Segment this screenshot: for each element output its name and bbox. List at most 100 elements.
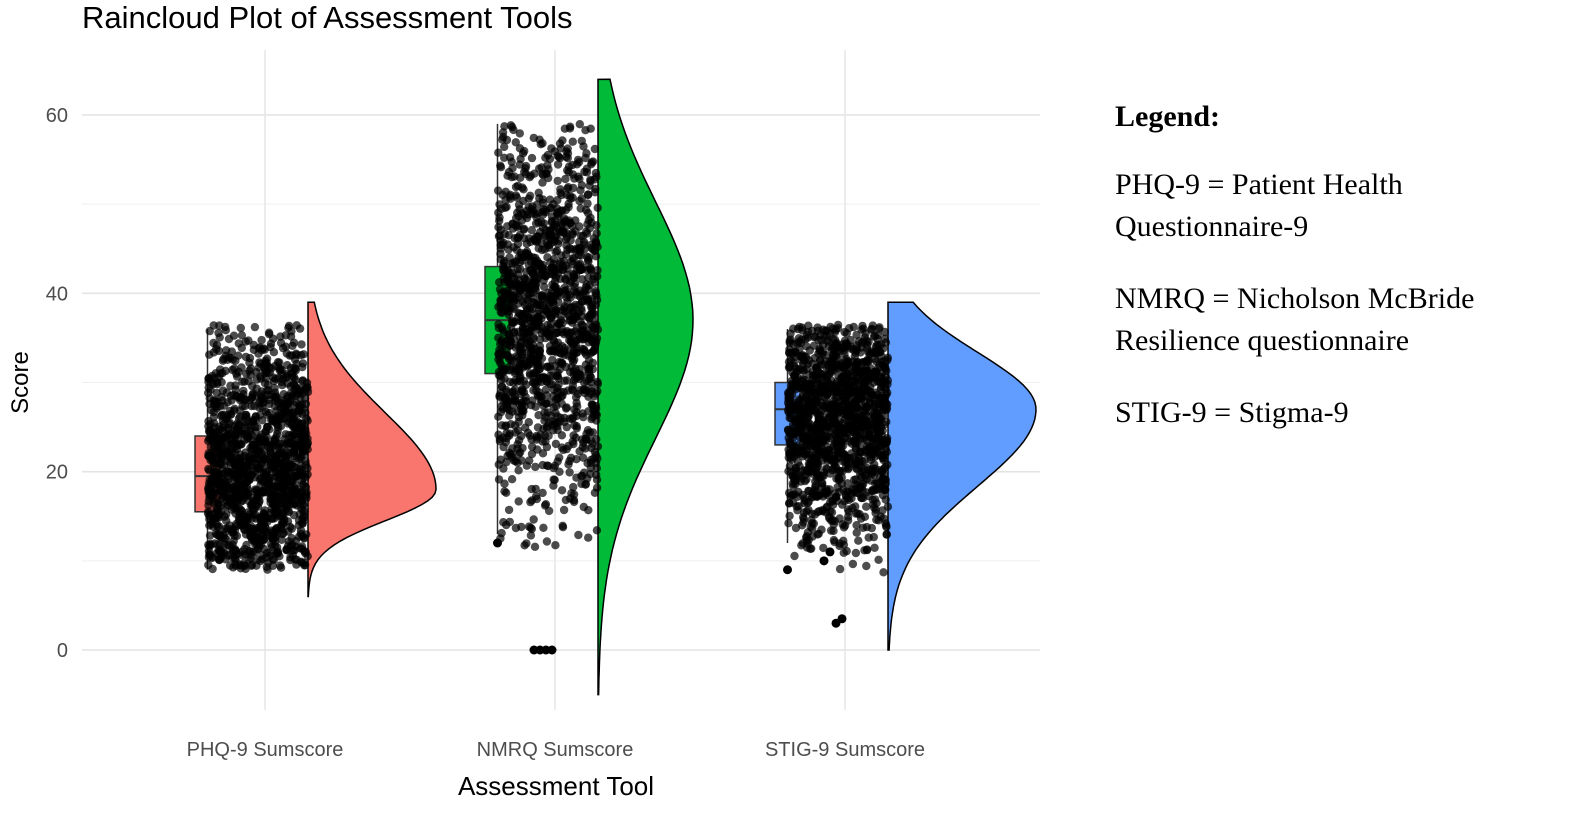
rain-point — [269, 534, 278, 544]
rain-point — [508, 219, 517, 228]
rain-point — [558, 521, 567, 530]
rain-point — [297, 557, 306, 566]
rain-point — [210, 467, 220, 477]
rain-point — [511, 428, 520, 437]
rain-point — [827, 456, 836, 465]
rain-point — [527, 226, 536, 235]
rain-point — [839, 342, 848, 351]
rain-point — [822, 489, 831, 498]
rain-point — [568, 381, 578, 390]
rain-point — [543, 422, 552, 431]
rain-point — [538, 169, 547, 179]
rain-point — [586, 384, 596, 393]
rain-point — [529, 515, 538, 524]
rain-point — [289, 415, 298, 424]
rain-point — [259, 463, 269, 472]
rain-point — [562, 328, 571, 337]
rain-point — [240, 436, 249, 445]
rain-point — [808, 519, 817, 528]
legend-entry-phq9: PHQ-9 = Patient Health Questionnaire-9 — [1115, 168, 1403, 243]
y-tick-label: 40 — [46, 283, 68, 305]
rain-point — [249, 467, 258, 476]
rain-point — [818, 437, 827, 446]
rain-point — [540, 230, 549, 240]
rain-point — [519, 376, 529, 386]
rain-point — [862, 502, 871, 511]
rain-point — [511, 138, 520, 147]
legend-entry-nmrq: NMRQ = Nicholson McBride Resilience ques… — [1115, 282, 1475, 357]
rain-point — [571, 340, 580, 349]
rain-point — [577, 479, 586, 489]
rain-point — [592, 475, 602, 484]
rain-point — [241, 337, 250, 346]
rain-point — [883, 388, 892, 397]
rain-point — [518, 297, 527, 306]
rain-point — [862, 561, 871, 571]
rain-point — [875, 399, 884, 409]
rain-point — [228, 493, 238, 503]
rain-point — [532, 355, 541, 364]
rain-point — [234, 513, 244, 522]
rain-point — [550, 147, 559, 156]
rain-point — [799, 508, 809, 517]
rain-point — [531, 402, 540, 411]
rain-point — [537, 239, 547, 248]
rain-point — [504, 231, 513, 240]
rain-point — [839, 370, 849, 380]
rain-point — [243, 467, 252, 477]
rain-point — [229, 486, 238, 495]
outlier-point — [493, 538, 502, 548]
rain-point — [515, 230, 525, 240]
rain-point — [871, 467, 880, 476]
rain-point — [828, 496, 837, 506]
density-cloud — [307, 301, 437, 598]
rain-point — [591, 239, 601, 248]
rain-point — [494, 333, 503, 342]
rain-point — [538, 488, 547, 498]
rain-point — [218, 356, 228, 365]
rain-point — [549, 259, 558, 269]
rain-point — [277, 377, 286, 387]
rain-point — [209, 321, 218, 330]
rain-point — [847, 387, 856, 397]
rain-point — [539, 372, 548, 381]
rain-point — [827, 366, 836, 375]
rain-point — [238, 401, 247, 411]
rain-point — [588, 306, 597, 316]
rain-point — [591, 300, 600, 310]
rain-point — [882, 438, 891, 447]
rain-point — [223, 501, 232, 510]
rain-point — [283, 463, 292, 472]
rain-point — [828, 335, 838, 344]
rain-point — [575, 120, 584, 129]
rain-point — [214, 513, 224, 522]
rain-point — [569, 273, 579, 283]
rain-point — [510, 385, 520, 394]
rain-point — [258, 551, 267, 560]
rain-point — [257, 335, 266, 345]
rain-point — [528, 396, 537, 405]
rain-point — [506, 341, 515, 350]
rain-point — [805, 346, 814, 355]
rain-point — [873, 443, 883, 452]
rain-point — [246, 370, 255, 379]
rain-point — [568, 137, 577, 146]
rain-point — [808, 393, 817, 402]
rain-point — [881, 462, 890, 472]
rain-point — [498, 135, 507, 144]
rain-point — [578, 289, 587, 299]
rain-point — [849, 436, 859, 446]
rain-point — [875, 435, 885, 444]
rain-point — [569, 286, 579, 296]
rain-point — [225, 541, 234, 550]
rain-point — [208, 371, 217, 381]
rain-point — [804, 486, 814, 496]
rain-point — [510, 392, 520, 401]
rain-point — [851, 475, 860, 484]
rain-point — [791, 406, 800, 415]
rain-point — [539, 305, 548, 314]
rain-point — [588, 157, 598, 166]
rain-point — [578, 335, 587, 344]
rain-point — [280, 405, 289, 414]
rain-point — [882, 530, 891, 539]
